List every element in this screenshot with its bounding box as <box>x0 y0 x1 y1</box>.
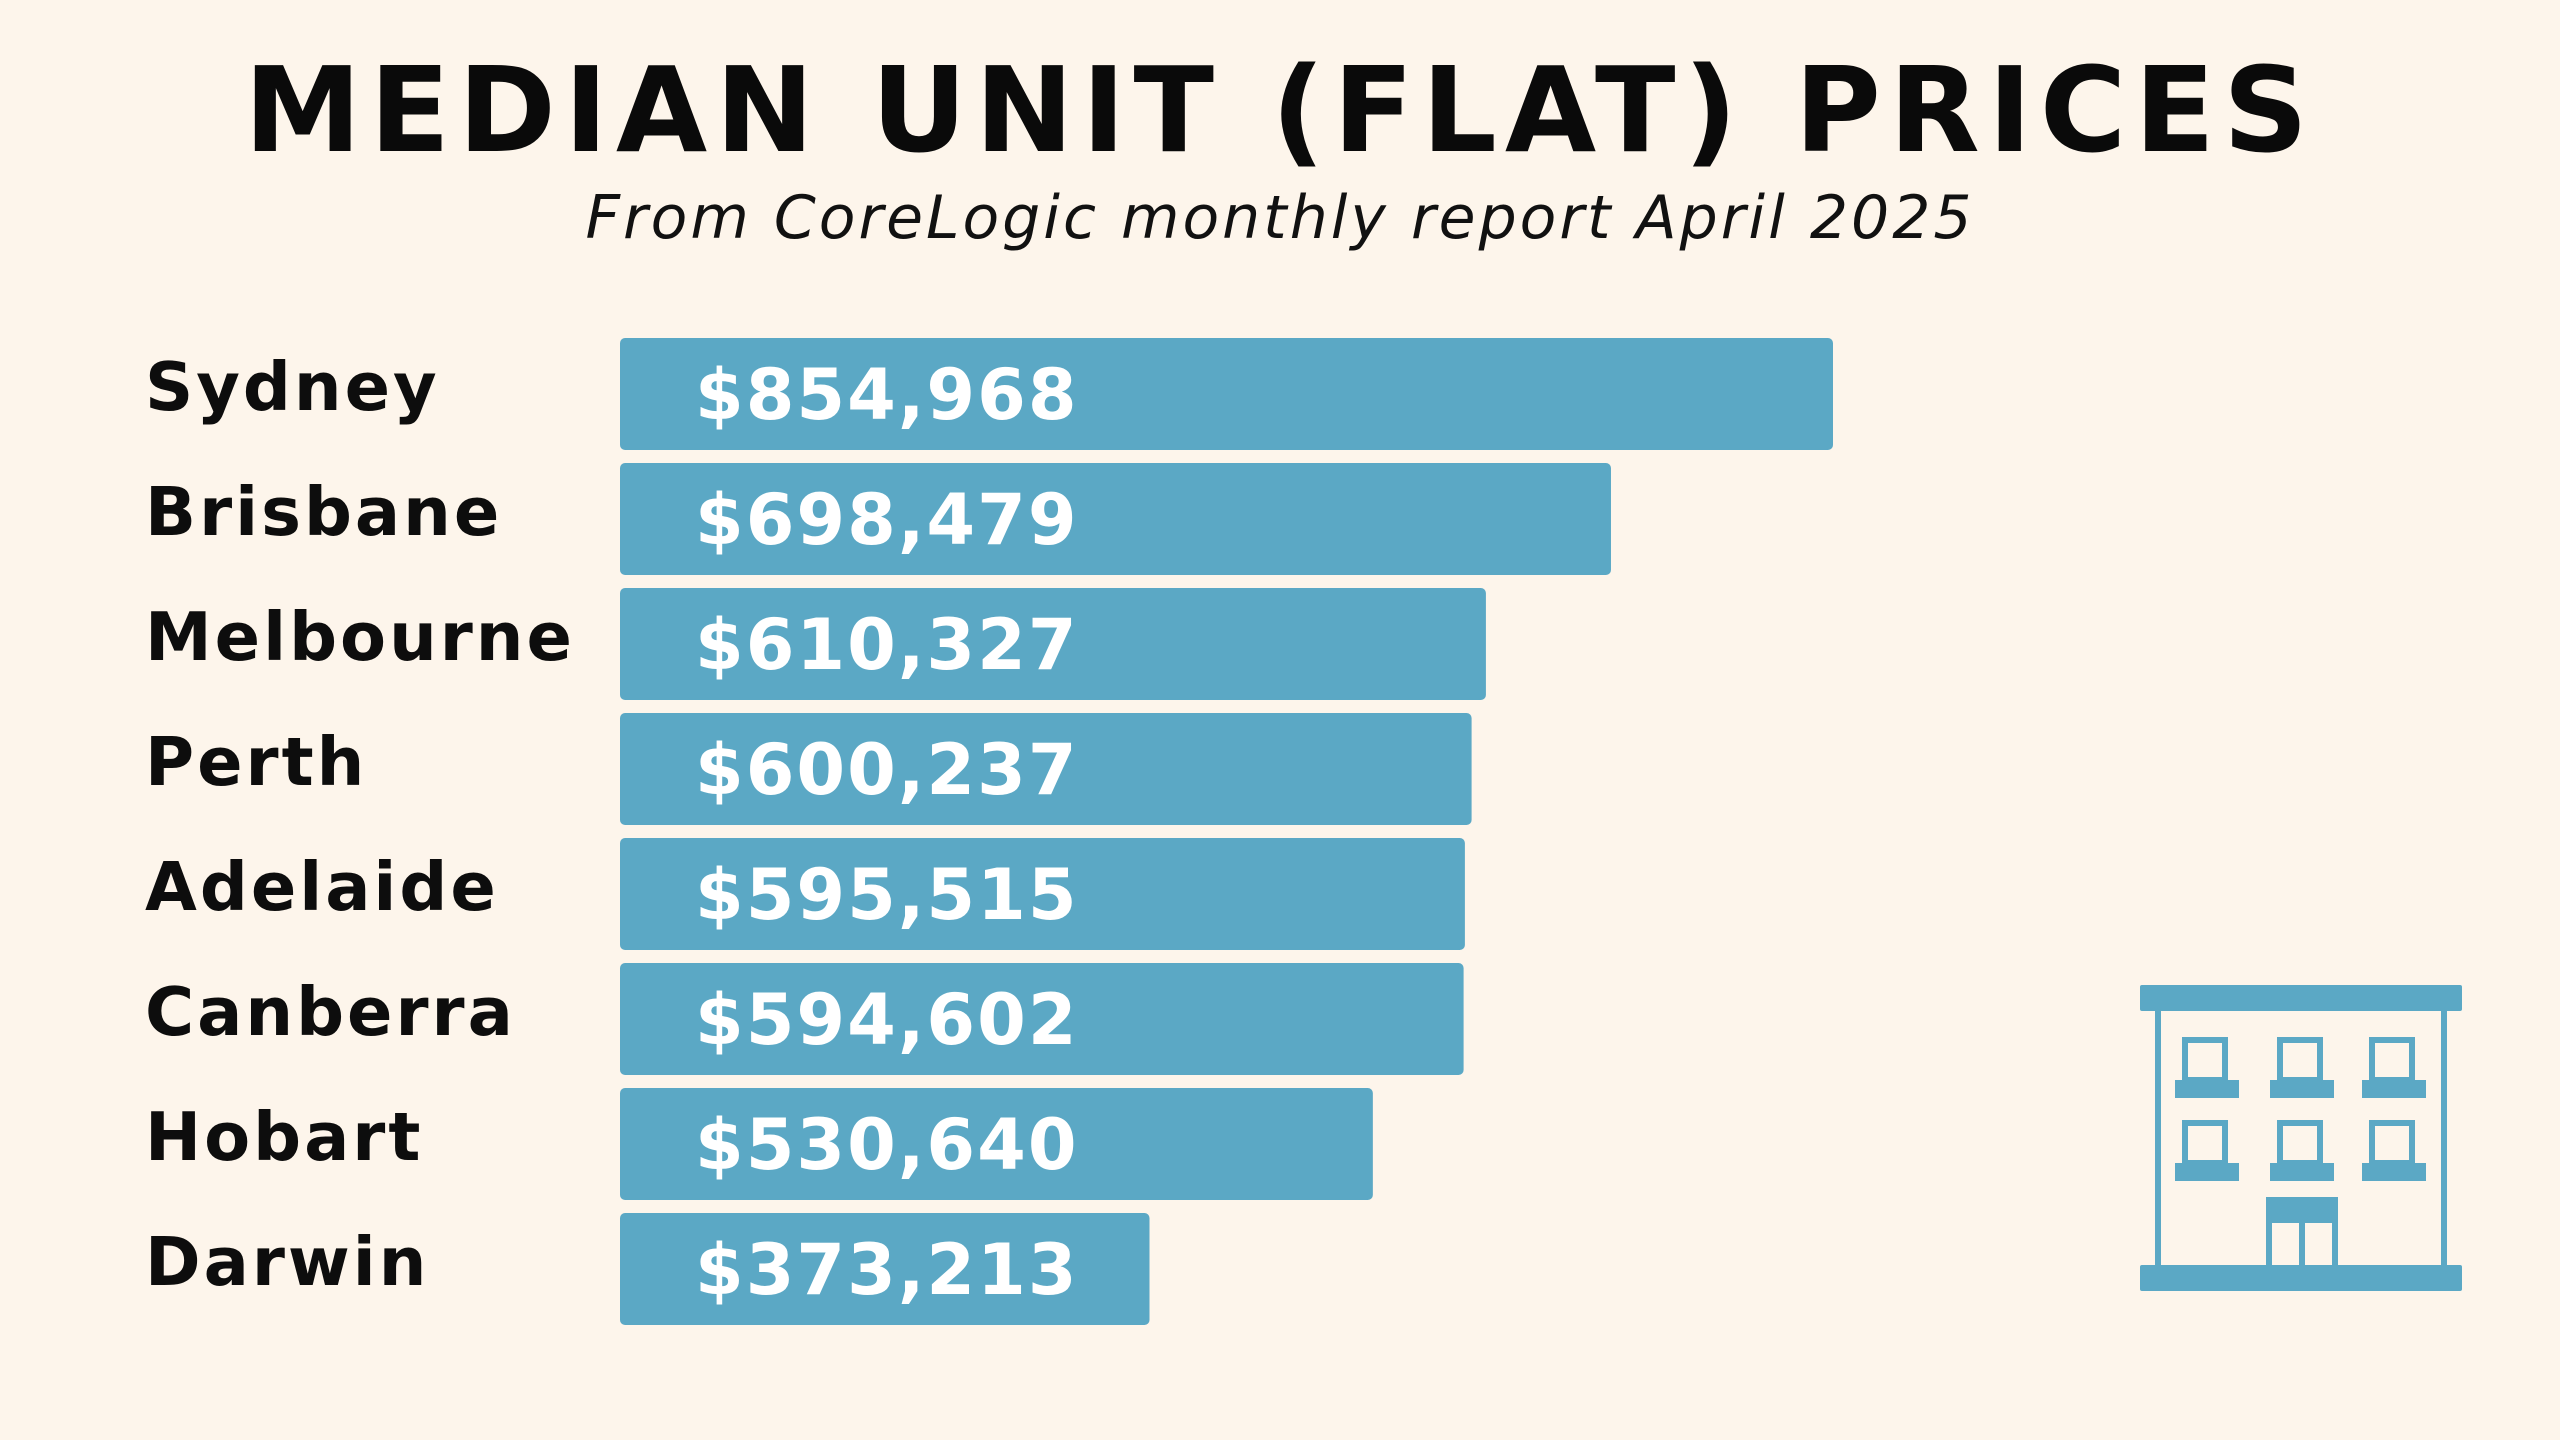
bar-darwin <box>620 1213 1150 1325</box>
category-label-adelaide: Adelaide <box>145 848 499 926</box>
value-label-melbourne: $610,327 <box>695 604 1079 686</box>
apartment-building-icon <box>2140 985 2462 1291</box>
bar-hobart <box>620 1088 1373 1200</box>
value-label-darwin: $373,213 <box>695 1229 1079 1311</box>
chart-subtitle: From CoreLogic monthly report April 2025 <box>585 183 1975 253</box>
bar-sydney <box>620 338 1833 450</box>
bar-adelaide <box>620 838 1465 950</box>
value-label-brisbane: $698,479 <box>695 479 1079 561</box>
value-label-hobart: $530,640 <box>695 1104 1079 1186</box>
bar-canberra <box>620 963 1464 1075</box>
value-label-adelaide: $595,515 <box>695 854 1079 936</box>
bar-brisbane <box>620 463 1611 575</box>
category-label-hobart: Hobart <box>145 1098 423 1176</box>
chart-title: MEDIAN UNIT (FLAT) PRICES <box>244 41 2316 179</box>
bar-perth <box>620 713 1472 825</box>
category-label-brisbane: Brisbane <box>145 473 502 551</box>
value-label-perth: $600,237 <box>695 729 1079 811</box>
value-label-canberra: $594,602 <box>695 979 1079 1061</box>
category-label-perth: Perth <box>145 723 367 801</box>
category-label-melbourne: Melbourne <box>145 598 575 676</box>
category-label-canberra: Canberra <box>145 973 516 1051</box>
bar-melbourne <box>620 588 1486 700</box>
category-label-sydney: Sydney <box>145 348 440 426</box>
value-label-sydney: $854,968 <box>695 354 1079 436</box>
category-label-darwin: Darwin <box>145 1223 429 1301</box>
